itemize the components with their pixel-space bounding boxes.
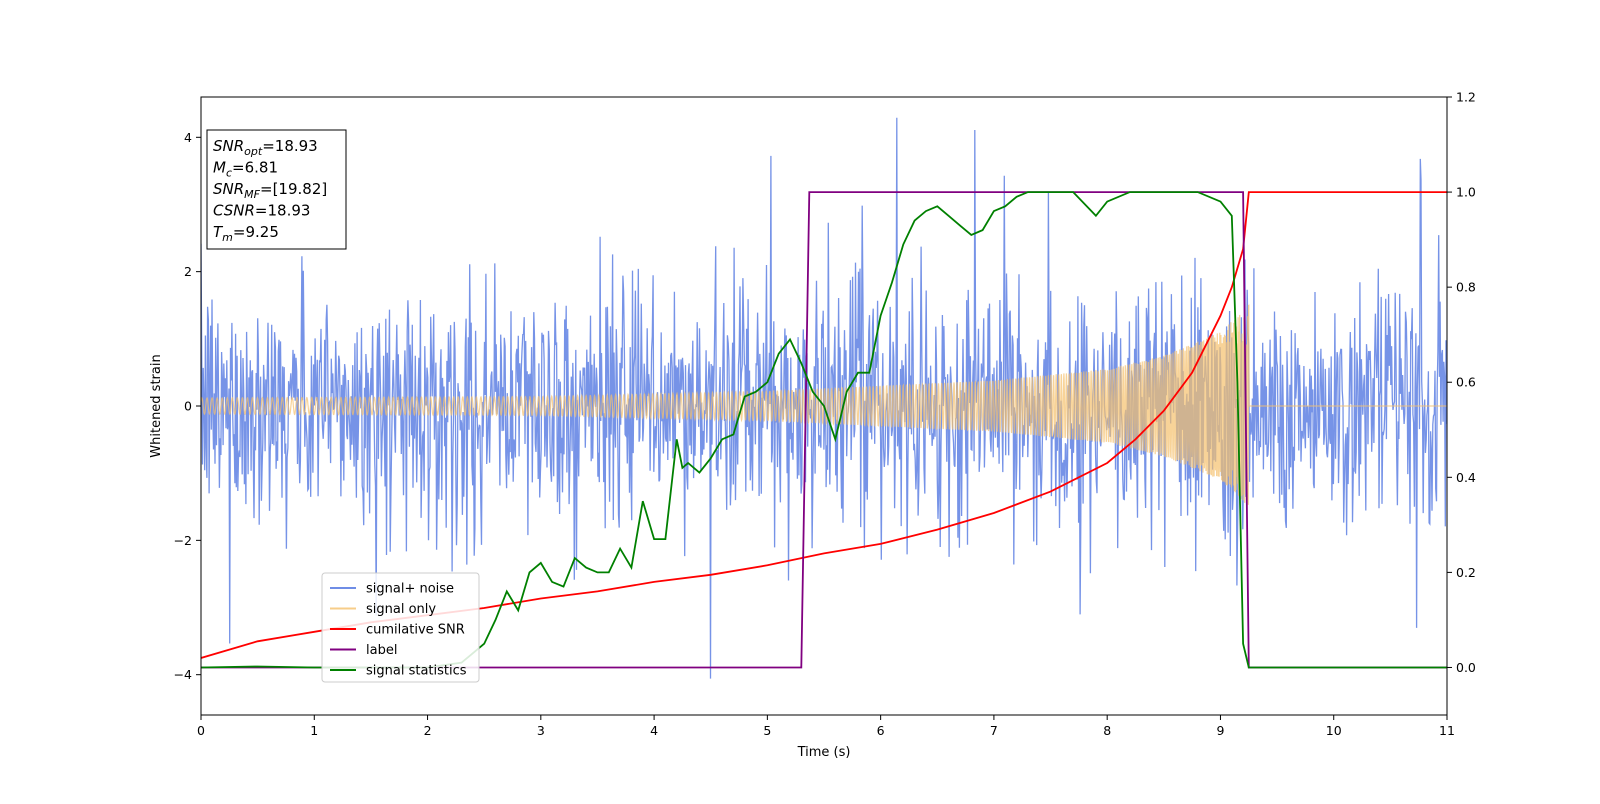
- x-tick-label: 6: [877, 723, 885, 738]
- info-line: CSNR=18.93: [213, 202, 310, 220]
- y-right-tick-label: 0.6: [1456, 375, 1476, 390]
- legend-label-signal-statistics: signal statistics: [366, 664, 467, 679]
- legend-label-signal-only: signal only: [366, 602, 436, 617]
- x-tick-label: 0: [197, 723, 205, 738]
- y-left-tick-label: 4: [184, 130, 192, 145]
- x-tick-label: 8: [1103, 723, 1111, 738]
- y-left-tick-label: −2: [174, 533, 192, 548]
- x-tick-label: 9: [1216, 723, 1224, 738]
- info-line: Mc=6.81: [213, 159, 278, 180]
- x-tick-label: 11: [1439, 723, 1455, 738]
- info-line: SNRMF=[19.82]: [213, 180, 327, 201]
- y-right-tick-label: 0.4: [1456, 470, 1476, 485]
- info-line: SNRopt=18.93: [213, 137, 318, 158]
- y-right-tick-label: 1.2: [1456, 90, 1476, 105]
- x-tick-label: 4: [650, 723, 658, 738]
- y-axis-label: Whitened strain: [149, 354, 164, 457]
- y-left-tick-label: 2: [184, 264, 192, 279]
- axes: 0 1 2 3 4 5 6 7 8 9 10 11 −4 −2 0 2 4 0.0 0.2 0.4 0.6 0.8 1.0 1…: [174, 90, 1476, 739]
- series-line-signal-statistics: [201, 191, 1447, 669]
- x-tick-label: 2: [424, 723, 432, 738]
- x-tick-label: 5: [763, 723, 771, 738]
- legend-label-cumilative-snr: cumilative SNR: [366, 623, 465, 638]
- y-right-tick-label: 0.8: [1456, 280, 1476, 295]
- info-box-frame: [206, 129, 347, 250]
- info-line: Tm=9.25: [213, 223, 279, 244]
- info-box: SNRopt=18.93Mc=6.81SNRMF=[19.82]CSNR=18.…: [206, 129, 347, 250]
- y-left-tick-label: −4: [174, 667, 192, 682]
- legend: signal+ noise signal only cumilative SNR la…: [321, 572, 480, 683]
- y-right-tick-label: 0.0: [1456, 660, 1476, 675]
- y-right-tick-label: 0.2: [1456, 565, 1476, 580]
- x-axis-label: Time (s): [797, 745, 851, 760]
- x-tick-label: 1: [310, 723, 318, 738]
- legend-frame: [321, 572, 480, 683]
- x-tick-label: 7: [990, 723, 998, 738]
- series-line-signal-only: [201, 304, 1447, 505]
- y-right-tick-label: 1.0: [1456, 185, 1476, 200]
- legend-label-signal-noise: signal+ noise: [366, 582, 454, 597]
- y-left-tick-label: 0: [184, 399, 192, 414]
- x-tick-label: 3: [537, 723, 545, 738]
- x-tick-label: 10: [1326, 723, 1342, 738]
- legend-label-label: label: [366, 643, 397, 658]
